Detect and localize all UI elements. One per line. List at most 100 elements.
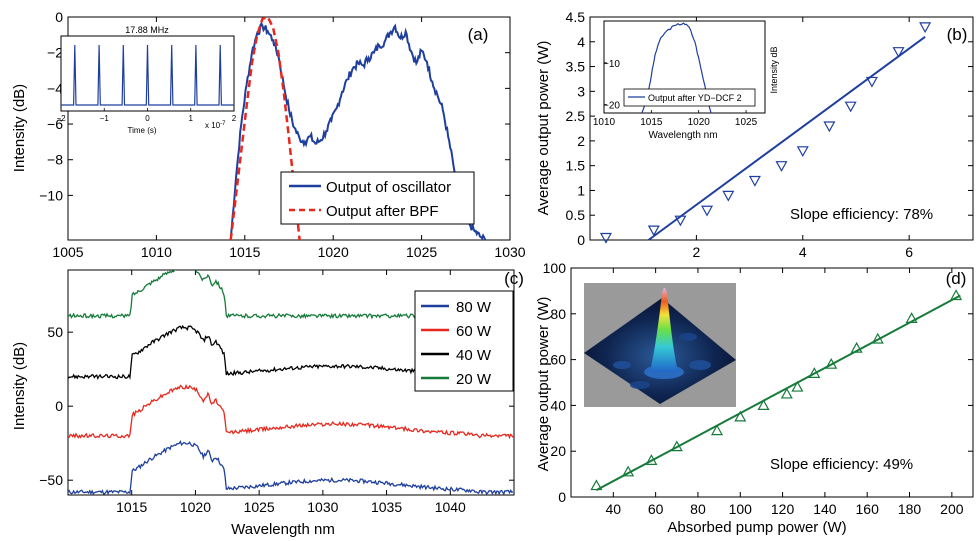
panel-b-inset-xtick-label: 1015 bbox=[640, 117, 663, 128]
panel-a-axes-frame bbox=[67, 16, 511, 241]
panel-d-xtick-label: 160 bbox=[856, 501, 880, 517]
panel-c-legend-box bbox=[414, 290, 514, 392]
panel-c-xtick-label: 1015 bbox=[116, 499, 147, 515]
panel-a-inset-xtick-label: 2 bbox=[232, 114, 237, 123]
panel-b-inset-xtick-label: 1025 bbox=[735, 117, 758, 128]
panel-d-data-point bbox=[757, 399, 770, 410]
panel-b-data-point bbox=[775, 161, 788, 172]
panel-c-series-80w bbox=[68, 440, 514, 495]
panel-a-inset-pulse-train bbox=[61, 44, 234, 106]
panel-d-data-point bbox=[590, 479, 603, 491]
panel-d-data-point bbox=[905, 312, 918, 323]
panel-a-inset-xtick-label: −1 bbox=[100, 114, 110, 123]
panel-c-legend-20w: 20 W bbox=[456, 371, 492, 388]
panel-c-ytick-label: −50 bbox=[39, 472, 63, 488]
panel-b-xtick-label: 6 bbox=[905, 244, 913, 260]
panel-b-data-point bbox=[647, 225, 660, 237]
panel-c-legend: 80 W 60 W 40 W 20 W bbox=[414, 290, 514, 392]
panel-d-ytick-label: 60 bbox=[550, 352, 566, 368]
panel-d-xtick-label: 100 bbox=[729, 501, 753, 517]
panel-b-ytick-label: 2 bbox=[577, 133, 585, 149]
panel-a-ytick-label: −4 bbox=[47, 80, 63, 96]
panel-c-legend-80w: 80 W bbox=[456, 299, 492, 316]
panel-d-data-point bbox=[808, 367, 821, 378]
panel-d-data-point bbox=[645, 454, 658, 465]
panel-c-legend-40w: 40 W bbox=[456, 347, 492, 364]
panel-b-data-point bbox=[844, 101, 857, 113]
panel-d-ylabel: Average output power (W) bbox=[535, 297, 552, 472]
panel-d-data-point bbox=[950, 289, 963, 301]
panel-b-ytick-label: 4.5 bbox=[566, 9, 586, 25]
panel-b-inset-xlabel: Wavelength nm bbox=[648, 130, 717, 141]
panel-c-ylabel: Intensity (dB) bbox=[11, 342, 28, 430]
panel-d-xtick-label: 200 bbox=[940, 501, 964, 517]
panel-a-legend: Output of oscillator Output after BPF bbox=[280, 171, 475, 225]
panel-a-ylabel: Intensity (dB) bbox=[11, 84, 28, 172]
panel-a-ytick-label: −2 bbox=[47, 45, 63, 61]
panel-d-data-point bbox=[871, 332, 884, 344]
panel-a-inset-xtick-label: −2 bbox=[56, 114, 66, 123]
panel-b-xtick-label: 2 bbox=[692, 244, 700, 260]
panel-d-xtick-label: 80 bbox=[690, 501, 706, 517]
panel-d-xlabel: Absorbed pump power (W) bbox=[667, 519, 846, 536]
panel-b-inset-ytick-label: −10 bbox=[603, 59, 620, 70]
panel-a-inset-xlabel: Time (s) bbox=[127, 126, 156, 135]
panel-d-data-point bbox=[710, 424, 724, 436]
panel-d-data-point bbox=[825, 357, 838, 369]
panel-c-legend-60w: 60 W bbox=[456, 323, 492, 340]
panel-b-ytick-label: 1.5 bbox=[566, 158, 586, 174]
panel-a-legend-bpf: Output after BPF bbox=[326, 203, 439, 220]
panel-d-plot-area: 40 60 80 100 120 140 160 180 200 0 20 40 60 80 100 bbox=[543, 260, 974, 517]
panel-d-xtick-label: 40 bbox=[606, 501, 622, 517]
panel-b-annotation: Slope efficiency: 78% bbox=[790, 206, 933, 223]
panel-d-xtick-label: 60 bbox=[648, 501, 664, 517]
panel-d-annotation: Slope efficiency: 49% bbox=[770, 456, 913, 473]
panel-c: 1015 1020 1025 1030 1035 1040 −50 0 50 (c) Inten… bbox=[11, 269, 524, 538]
panel-a-xtick-label: 1020 bbox=[318, 244, 349, 260]
panel-b: 2 4 6 0 0.5 1 1.5 2 2.5 3 3.5 4 4.5 (b) Average outp… bbox=[535, 9, 974, 260]
panel-a-xtick-label: 1025 bbox=[406, 244, 437, 260]
panel-b-inset-ylabel: Intensity dB bbox=[769, 46, 779, 93]
panel-b-xtick-label: 4 bbox=[799, 244, 807, 260]
panel-d-data-point bbox=[791, 380, 804, 392]
panel-b-inset-legend-text: Output after YD−DCF 2 bbox=[648, 93, 742, 103]
panel-b-data-point bbox=[823, 121, 836, 133]
panel-a-inset-plot: −2 −1 0 1 2 bbox=[56, 44, 237, 123]
panel-b-data-point bbox=[722, 190, 735, 202]
panel-a-legend-oscillator: Output of oscillator bbox=[326, 179, 451, 196]
panel-b-data-point bbox=[919, 22, 932, 34]
panel-b-inset-spectrum bbox=[641, 22, 712, 114]
panel-d-data-point bbox=[734, 410, 747, 422]
panel-a-xtick-label: 1030 bbox=[494, 244, 525, 260]
panel-a-series-oscillator bbox=[229, 21, 487, 240]
panel-d-data-point bbox=[780, 387, 793, 399]
panel-b-ytick-label: 0.5 bbox=[566, 207, 586, 223]
panel-a-ytick-label: −10 bbox=[39, 187, 63, 203]
panel-d-xtick-label: 140 bbox=[813, 501, 837, 517]
panel-d-data-point bbox=[850, 341, 863, 353]
panel-b-inset: 1010 1015 1020 1025 −10 −20 Wavelength nm Int… bbox=[593, 20, 779, 141]
panel-b-inset-xtick-label: 1010 bbox=[593, 117, 616, 128]
panel-c-xtick-label: 1030 bbox=[307, 499, 338, 515]
panel-b-inset-xtick-label: 1020 bbox=[688, 117, 711, 128]
panel-a-inset-multiplier: x 10-7 bbox=[205, 121, 226, 130]
panel-c-xlabel: Wavelength nm bbox=[231, 521, 335, 538]
panel-d: 40 60 80 100 120 140 160 180 200 0 20 40 60 80 100 (d)… bbox=[535, 260, 974, 536]
panel-a-label: (a) bbox=[468, 25, 489, 44]
panel-b-data-point bbox=[748, 175, 761, 187]
panel-d-axes-frame bbox=[570, 267, 974, 498]
panel-c-label: (c) bbox=[504, 269, 524, 288]
panel-b-ytick-label: 3 bbox=[577, 83, 585, 99]
panel-b-data-point bbox=[701, 205, 714, 217]
panel-b-data-point bbox=[599, 232, 612, 244]
panel-b-ytick-label: 0 bbox=[577, 232, 585, 248]
panel-d-data-point bbox=[622, 465, 635, 477]
panel-b-data-point bbox=[892, 47, 905, 58]
panel-c-ytick-label: 0 bbox=[55, 398, 63, 414]
panel-b-ytick-label: 2.5 bbox=[566, 108, 586, 124]
panel-b-inset-ytick-label: −20 bbox=[603, 101, 620, 112]
panel-a-ytick-label: 0 bbox=[55, 9, 63, 25]
panel-b-label: (b) bbox=[947, 25, 968, 44]
